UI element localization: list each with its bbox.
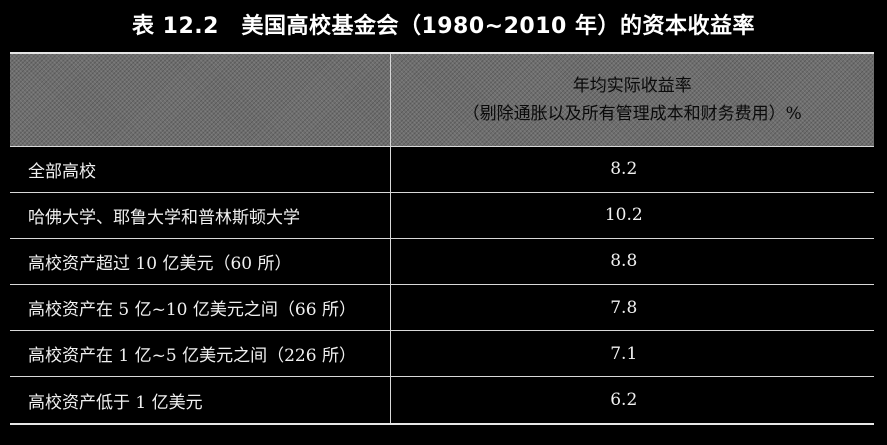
header-return-cell: 年均实际收益率 （剔除通胀以及所有管理成本和财务费用）%	[390, 54, 874, 147]
table-row: 高校资产在 5 亿~10 亿美元之间（66 所） 7.8	[10, 284, 874, 332]
returns-table: 年均实际收益率 （剔除通胀以及所有管理成本和财务费用）% 全部高校 8.2 哈佛…	[10, 52, 874, 425]
table-row: 高校资产在 1 亿~5 亿美元之间（226 所） 7.1	[10, 330, 874, 378]
row-label: 高校资产在 5 亿~10 亿美元之间（66 所）	[10, 284, 391, 332]
header-return-note: （剔除通胀以及所有管理成本和财务费用）%	[462, 103, 802, 124]
table-header-row: 年均实际收益率 （剔除通胀以及所有管理成本和财务费用）%	[10, 54, 874, 147]
row-value: 8.8	[390, 238, 874, 285]
table-row: 哈佛大学、耶鲁大学和普林斯顿大学 10.2	[10, 192, 874, 239]
row-label: 高校资产超过 10 亿美元（60 所）	[10, 238, 391, 285]
row-value: 7.1	[390, 330, 874, 378]
row-value: 8.2	[390, 146, 874, 193]
table-title: 表 12.2 美国高校基金会（1980~2010 年）的资本收益率	[132, 14, 755, 39]
row-value: 6.2	[610, 390, 638, 411]
table-row: 高校资产超过 10 亿美元（60 所） 8.8	[10, 238, 874, 285]
row-label: 全部高校	[10, 146, 391, 193]
row-label: 哈佛大学、耶鲁大学和普林斯顿大学	[10, 192, 391, 239]
table-row: 全部高校 8.2	[10, 146, 874, 193]
row-value: 7.8	[390, 284, 874, 332]
header-category-cell	[10, 54, 391, 147]
row-label: 高校资产低于 1 亿美元	[10, 376, 391, 423]
row-label: 高校资产在 1 亿~5 亿美元之间（226 所）	[10, 330, 391, 378]
header-return-title: 年均实际收益率	[572, 75, 692, 96]
row-value: 10.2	[390, 192, 874, 239]
returns-table-grid: 年均实际收益率 （剔除通胀以及所有管理成本和财务费用）% 全部高校 8.2 哈佛…	[10, 54, 874, 423]
table-row: 高校资产低于 1 亿美元 6.2	[10, 376, 874, 423]
